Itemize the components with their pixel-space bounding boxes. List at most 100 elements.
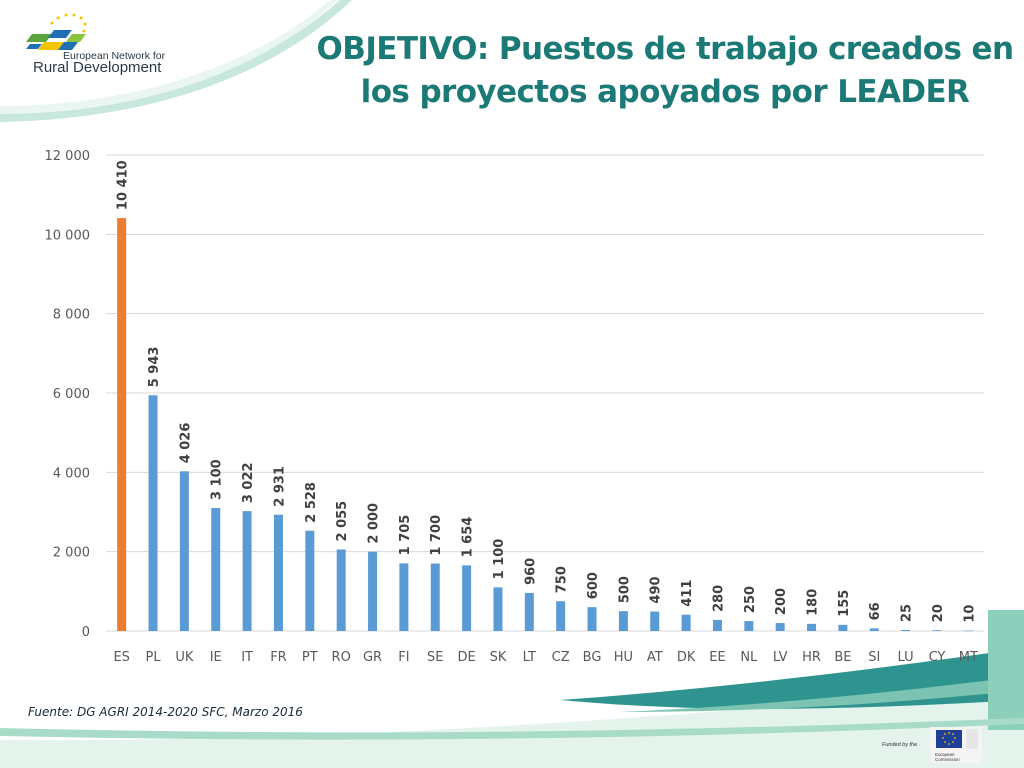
data-label: 3 022 <box>241 462 256 503</box>
data-label: 180 <box>806 589 821 616</box>
right-edge-panel <box>988 610 1024 730</box>
x-tick-label: IT <box>241 650 253 665</box>
x-tick-label: CZ <box>552 650 570 665</box>
bar-it <box>242 511 252 631</box>
bar-at <box>650 611 660 631</box>
eu-caption: European Commission <box>935 752 960 762</box>
bar-de <box>462 565 472 631</box>
y-tick-label: 0 <box>82 625 90 640</box>
x-tick-label: LU <box>898 650 914 665</box>
x-tick-label: AT <box>647 650 663 665</box>
data-label: 1 100 <box>492 539 507 580</box>
bar-lu <box>901 630 911 631</box>
y-tick-label: 2 000 <box>53 546 90 561</box>
data-label: 2 931 <box>272 466 287 507</box>
eu-caption-line2: Commission <box>935 757 960 762</box>
data-label: 3 100 <box>210 459 225 500</box>
x-tick-label: ES <box>113 650 129 665</box>
eu-caption-line1: European <box>935 752 955 757</box>
data-label: 250 <box>743 586 758 613</box>
bar-lv <box>775 623 785 631</box>
bar-fi <box>399 563 409 631</box>
y-tick-label: 8 000 <box>53 308 90 323</box>
bar-bg <box>587 607 597 631</box>
x-tick-label: HR <box>802 650 821 665</box>
bar-ee <box>712 619 722 631</box>
bar-ie <box>211 508 221 631</box>
x-tick-label: DE <box>457 650 475 665</box>
y-tick-label: 10 000 <box>45 228 91 243</box>
bar-gr <box>368 551 378 631</box>
data-label: 500 <box>617 576 632 603</box>
enrd-logo-mark <box>26 13 87 50</box>
data-label: 960 <box>523 558 538 585</box>
logo-text-line2: Rural Development <box>33 59 162 76</box>
data-label: 2 055 <box>335 501 350 542</box>
data-label: 2 000 <box>367 503 382 544</box>
x-tick-label: LV <box>773 650 788 665</box>
enrd-logo: European Network for Rural Development <box>22 12 222 82</box>
y-tick-label: 6 000 <box>53 387 90 402</box>
bar-sk <box>493 587 503 631</box>
bar-mt <box>963 630 973 632</box>
x-tick-label: IE <box>210 650 222 665</box>
x-tick-label: PL <box>145 650 161 665</box>
logo-text-line1: European Network for <box>63 50 166 62</box>
data-label: 1 700 <box>429 515 444 556</box>
y-tick-label: 12 000 <box>45 149 91 164</box>
bar-ro <box>336 549 346 631</box>
x-tick-label: SK <box>490 650 507 665</box>
x-tick-label: DK <box>677 650 696 665</box>
bar-lt <box>524 592 534 631</box>
data-label: 750 <box>555 566 570 593</box>
data-label: 10 <box>962 605 977 623</box>
x-tick-label: BG <box>583 650 602 665</box>
bar-chart: 0 2 000 4 000 6 000 8 000 10 000 12 000 ES 10 41… <box>45 149 984 665</box>
bar-nl <box>744 621 754 631</box>
funded-by-text: Funded by the <box>882 742 918 748</box>
x-tick-label: FI <box>398 650 409 665</box>
x-tick-label: MT <box>959 650 978 665</box>
page-title: OBJETIVO: Puestos de trabajo creados en … <box>300 28 1024 114</box>
x-tick-label: SI <box>868 650 880 665</box>
data-label: 490 <box>649 576 664 603</box>
data-label: 280 <box>711 585 726 612</box>
title-line-1: OBJETIVO: Puestos de trabajo creados en <box>316 31 1014 67</box>
bar-se <box>430 563 440 631</box>
data-label: 4 026 <box>178 423 193 464</box>
x-tick-label: CY <box>929 650 946 665</box>
bar-pl <box>148 395 158 631</box>
x-tick-label: BE <box>834 650 851 665</box>
eu-flag-logo <box>930 727 982 763</box>
data-label: 200 <box>774 588 789 615</box>
bar-fr <box>273 514 283 631</box>
bar-uk <box>179 471 189 631</box>
data-label: 411 <box>680 580 695 607</box>
data-label: 155 <box>837 590 852 617</box>
data-label: 5 943 <box>147 347 162 388</box>
data-label: 1 705 <box>398 515 413 556</box>
data-label: 2 528 <box>304 482 319 523</box>
data-label: 1 654 <box>461 517 476 558</box>
x-tick-label: NL <box>740 650 758 665</box>
x-tick-label: EE <box>709 650 725 665</box>
bar-cz <box>556 601 566 631</box>
bar-be <box>838 624 848 631</box>
footer-wave-light <box>0 685 1024 768</box>
x-tick-label: RO <box>332 650 351 665</box>
x-tick-label: PT <box>302 650 318 665</box>
bar-hu <box>618 611 628 631</box>
x-tick-label: FR <box>270 650 287 665</box>
x-tick-label: LT <box>523 650 536 665</box>
x-tick-label: HU <box>614 650 633 665</box>
x-tick-label: SE <box>427 650 443 665</box>
y-tick-label: 4 000 <box>53 466 90 481</box>
data-label: 20 <box>931 604 946 622</box>
data-label: 66 <box>868 602 883 620</box>
bar-es <box>117 218 127 631</box>
title-line-2: los proyectos apoyados por LEADER <box>360 74 970 110</box>
bar-pt <box>305 530 315 631</box>
bar-hr <box>807 623 817 631</box>
bar-dk <box>681 614 691 631</box>
